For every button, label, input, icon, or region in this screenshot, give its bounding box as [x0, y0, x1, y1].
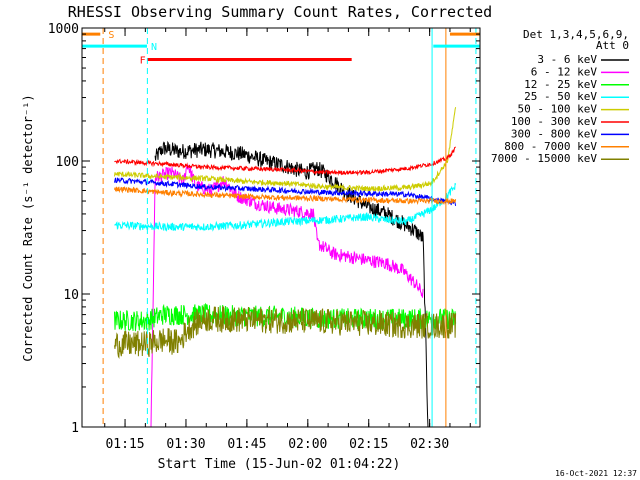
legend-label-300-800-kev: 300 - 800 keV: [511, 127, 597, 140]
x-tick-label-01-15: 01:15: [105, 437, 144, 452]
legend-label-6-12-kev: 6 - 12 keV: [531, 65, 598, 78]
flag-label-n: N: [151, 42, 157, 53]
x-axis-label: Start Time (15-Jun-02 01:04:22): [158, 457, 401, 472]
series-3-6-kev: [154, 140, 429, 427]
y-tick-label-1: 1: [71, 421, 79, 436]
series-300-800-kev: [114, 177, 457, 206]
series-50-100-kev: [114, 107, 457, 193]
legend-label-800-7000-kev: 800 - 7000 keV: [504, 140, 597, 153]
y-tick-label-1000: 1000: [48, 22, 79, 37]
legend-label-12-25-kev: 12 - 25 keV: [524, 78, 597, 91]
timestamp: 16-Oct-2021 12:37: [555, 469, 637, 478]
y-axis-label: Corrected Count Rate (s⁻¹ detector⁻¹): [21, 94, 35, 361]
x-tick-label-02-30: 02:30: [410, 437, 449, 452]
legend-label-3-6-kev: 3 - 6 keV: [537, 53, 597, 66]
series-7000-15000-kev: [114, 306, 457, 359]
y-tick-label-100: 100: [56, 155, 79, 170]
series-800-7000-kev: [114, 185, 457, 206]
flag-label-f: F: [140, 55, 146, 66]
series-layer: [114, 107, 457, 427]
x-tick-label-01-45: 01:45: [227, 437, 266, 452]
legend-label-100-300-kev: 100 - 300 keV: [511, 115, 597, 128]
legend-label-50-100-kev: 50 - 100 keV: [518, 103, 598, 116]
plot-frame: [81, 27, 481, 428]
series-100-300-kev: [114, 146, 456, 177]
axis-layer: 01:15 01:30 01:45 02:00 02:15 02:30 1 10 100 1000: [48, 22, 480, 452]
series-25-50-kev: [114, 182, 457, 232]
flag-label-s: S: [108, 30, 114, 41]
x-tick-label-01-30: 01:30: [166, 437, 205, 452]
chart-title: RHESSI Observing Summary Count Rates, Co…: [68, 3, 492, 21]
x-tick-label-02-00: 02:00: [288, 437, 327, 452]
legend-title-line-1: Det 1,3,4,5,6,9,: [523, 28, 629, 41]
legend-title-line-2: Att 0: [596, 39, 629, 52]
x-tick-label-02-15: 02:15: [349, 437, 388, 452]
y-tick-label-10: 10: [63, 288, 79, 303]
series-6-12-kev: [150, 164, 424, 427]
legend-label-25-50-kev: 25 - 50 keV: [524, 90, 597, 103]
legend-label-7000-15000-kev: 7000 - 15000 keV: [491, 152, 597, 165]
